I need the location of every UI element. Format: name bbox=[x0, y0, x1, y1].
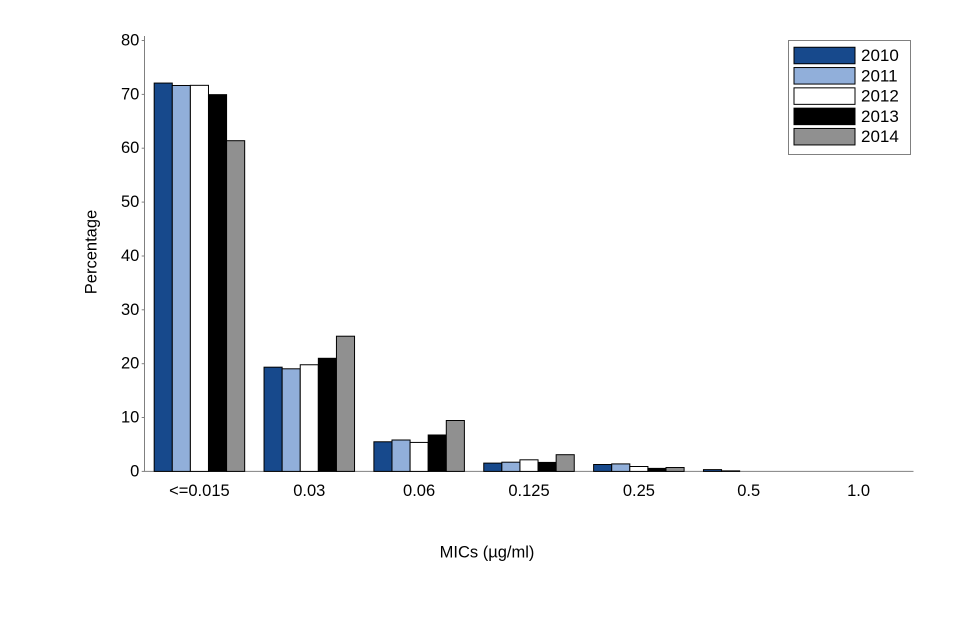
svg-text:<=0.015: <=0.015 bbox=[169, 482, 230, 500]
svg-text:10: 10 bbox=[121, 409, 139, 427]
svg-text:30: 30 bbox=[121, 301, 139, 319]
svg-text:0.5: 0.5 bbox=[737, 482, 760, 500]
svg-text:Percentage: Percentage bbox=[83, 210, 101, 294]
svg-text:50: 50 bbox=[121, 193, 139, 211]
svg-text:2012: 2012 bbox=[861, 87, 899, 106]
svg-text:40: 40 bbox=[121, 247, 139, 265]
svg-text:1.0: 1.0 bbox=[847, 482, 870, 500]
svg-text:2011: 2011 bbox=[861, 66, 898, 85]
svg-text:70: 70 bbox=[121, 85, 139, 103]
svg-text:0.125: 0.125 bbox=[508, 482, 549, 500]
svg-text:0: 0 bbox=[130, 462, 139, 480]
svg-text:2013: 2013 bbox=[861, 107, 899, 126]
svg-text:MICs (µg/ml): MICs (µg/ml) bbox=[440, 544, 535, 562]
svg-text:80: 80 bbox=[121, 32, 139, 50]
svg-text:60: 60 bbox=[121, 139, 139, 157]
svg-text:2010: 2010 bbox=[861, 46, 899, 65]
svg-text:0.03: 0.03 bbox=[293, 482, 325, 500]
svg-text:0.25: 0.25 bbox=[623, 482, 655, 500]
svg-text:20: 20 bbox=[121, 355, 139, 373]
svg-text:0.06: 0.06 bbox=[403, 482, 435, 500]
svg-text:2014: 2014 bbox=[861, 127, 899, 146]
